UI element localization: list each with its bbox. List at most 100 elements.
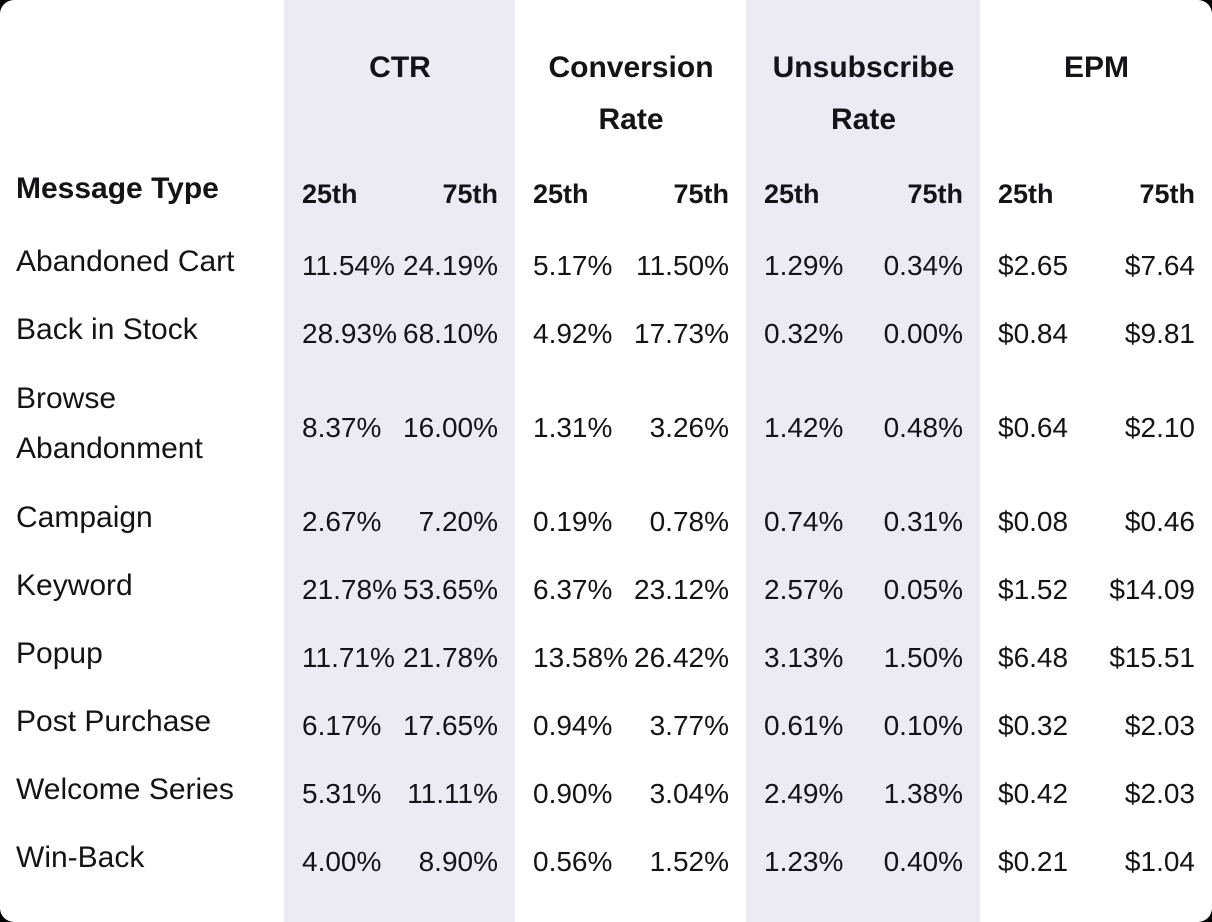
unsubscribe-rate-cell: 0.61% 0.10% — [746, 688, 980, 756]
group-header-conversion-rate: Conversion Rate — [515, 0, 746, 150]
unsubscribe-rate-cell: 1.29% 0.34% — [746, 228, 980, 296]
conversion-75th-value: 0.78% — [649, 506, 729, 537]
conversion-75th-value: 17.73% — [634, 318, 729, 349]
epm-25th-value: $0.84 — [998, 318, 1069, 349]
unsubscribe-rate-cell: 2.57% 0.05% — [746, 552, 980, 620]
ctr-75th-value: 16.00% — [403, 412, 498, 443]
ctr-75th-value: 21.78% — [403, 642, 498, 673]
conversion-75th-value: 3.77% — [649, 710, 729, 741]
group-label-unsubscribe-rate: Unsubscribe Rate — [772, 51, 955, 136]
ctr-cell: 28.93% 68.10% — [284, 296, 515, 364]
ctr-25th-value: 11.71% — [302, 642, 395, 673]
table-footer-band — [0, 892, 1212, 922]
epm-cell: $0.64 $2.10 — [980, 364, 1212, 484]
conversion-75th-value: 3.04% — [649, 778, 729, 809]
epm-cell: $0.08 $0.46 — [980, 484, 1212, 552]
message-type-label: Popup — [16, 637, 103, 670]
unsubscribe-75th-value: 1.38% — [883, 778, 963, 809]
conversion-rate-cell: 13.58% 26.42% — [515, 620, 746, 688]
conversion-rate-cell: 0.90% 3.04% — [515, 756, 746, 824]
conversion-25th-value: 4.92% — [533, 318, 613, 349]
unsubscribe-75th-header: 75th — [907, 178, 963, 209]
epm-percentile-headers: 25th 75th — [980, 150, 1212, 228]
conversion-25th-value: 0.90% — [533, 778, 613, 809]
epm-cell: $1.52 $14.09 — [980, 552, 1212, 620]
epm-25th-value: $0.32 — [998, 710, 1069, 741]
conversion-25th-value: 6.37% — [533, 574, 613, 605]
unsubscribe-75th-value: 0.10% — [883, 710, 963, 741]
ctr-75th-value: 24.19% — [403, 250, 498, 281]
unsubscribe-75th-value: 0.05% — [883, 574, 963, 605]
unsubscribe-25th-value: 1.23% — [764, 846, 844, 877]
epm-75th-value: $2.03 — [1124, 710, 1195, 741]
epm-cell: $0.21 $1.04 — [980, 824, 1212, 892]
unsubscribe-25th-value: 0.32% — [764, 318, 844, 349]
epm-25th-value: $0.64 — [998, 412, 1069, 443]
table-row: Keyword 21.78% 53.65% 6.37% 23.12% 2.57%… — [0, 552, 1212, 620]
epm-75th-header: 75th — [1139, 178, 1195, 209]
group-header-epm: EPM — [980, 0, 1212, 150]
message-type-label: Post Purchase — [16, 705, 212, 738]
message-type-label: Abandoned Cart — [16, 245, 235, 278]
epm-75th-value: $15.51 — [1109, 642, 1195, 673]
group-header-ctr: CTR — [284, 0, 515, 150]
ctr-25th-header: 25th — [302, 178, 358, 209]
epm-75th-value: $2.03 — [1124, 778, 1195, 809]
unsubscribe-25th-header: 25th — [764, 178, 820, 209]
table-body: Abandoned Cart 11.54% 24.19% 5.17% 11.50… — [0, 228, 1212, 892]
message-type-cell: Abandoned Cart — [0, 228, 284, 296]
group-label-epm: EPM — [1063, 51, 1129, 84]
ctr-cell: 2.67% 7.20% — [284, 484, 515, 552]
unsubscribe-rate-cell: 1.23% 0.40% — [746, 824, 980, 892]
epm-75th-value: $1.04 — [1124, 846, 1195, 877]
table-row: Browse Abandonment 8.37% 16.00% 1.31% 3.… — [0, 364, 1212, 484]
conversion-75th-value: 26.42% — [634, 642, 729, 673]
ctr-cell: 8.37% 16.00% — [284, 364, 515, 484]
epm-25th-value: $6.48 — [998, 642, 1069, 673]
epm-75th-value: $2.10 — [1124, 412, 1195, 443]
conversion-rate-cell: 0.19% 0.78% — [515, 484, 746, 552]
row-header-cell: Message Type — [0, 150, 284, 228]
epm-cell: $0.32 $2.03 — [980, 688, 1212, 756]
ctr-25th-value: 6.17% — [302, 710, 382, 741]
message-type-label: Campaign — [16, 501, 153, 534]
conversion-25th-value: 0.56% — [533, 846, 613, 877]
message-type-label: Welcome Series — [16, 773, 234, 806]
footer-band-ctr — [284, 892, 515, 922]
epm-25th-value: $1.52 — [998, 574, 1069, 605]
epm-cell: $0.42 $2.03 — [980, 756, 1212, 824]
group-label-conversion-rate: Conversion Rate — [548, 51, 714, 136]
conversion-25th-value: 13.58% — [533, 642, 628, 673]
message-type-label: Keyword — [16, 569, 133, 602]
epm-cell: $2.65 $7.64 — [980, 228, 1212, 296]
ctr-25th-value: 5.31% — [302, 778, 382, 809]
unsubscribe-rate-cell: 0.74% 0.31% — [746, 484, 980, 552]
epm-cell: $0.84 $9.81 — [980, 296, 1212, 364]
epm-25th-value: $0.42 — [998, 778, 1069, 809]
message-type-label: Win-Back — [16, 841, 145, 874]
conversion-75th-value: 23.12% — [634, 574, 729, 605]
metric-group-header-row: CTR Conversion Rate Unsubscribe Rate EPM — [0, 0, 1212, 150]
message-type-label: Browse Abandonment — [16, 382, 203, 465]
ctr-cell: 21.78% 53.65% — [284, 552, 515, 620]
ctr-75th-value: 17.65% — [403, 710, 498, 741]
conversion-25th-value: 0.94% — [533, 710, 613, 741]
unsubscribe-rate-cell: 0.32% 0.00% — [746, 296, 980, 364]
ctr-cell: 4.00% 8.90% — [284, 824, 515, 892]
epm-25th-header: 25th — [998, 178, 1054, 209]
group-label-ctr: CTR — [369, 51, 431, 84]
ctr-25th-value: 8.37% — [302, 412, 382, 443]
unsubscribe-25th-value: 2.49% — [764, 778, 844, 809]
unsubscribe-rate-cell: 2.49% 1.38% — [746, 756, 980, 824]
group-header-unsubscribe-rate: Unsubscribe Rate — [746, 0, 980, 150]
conversion-rate-cell: 0.56% 1.52% — [515, 824, 746, 892]
epm-25th-value: $0.21 — [998, 846, 1069, 877]
unsubscribe-75th-value: 1.50% — [883, 642, 963, 673]
message-type-cell: Browse Abandonment — [0, 364, 284, 484]
unsubscribe-25th-value: 3.13% — [764, 642, 844, 673]
epm-75th-value: $14.09 — [1109, 574, 1195, 605]
ctr-cell: 11.54% 24.19% — [284, 228, 515, 296]
unsubscribe-75th-value: 0.31% — [883, 506, 963, 537]
ctr-cell: 6.17% 17.65% — [284, 688, 515, 756]
unsubscribe-25th-value: 0.61% — [764, 710, 844, 741]
